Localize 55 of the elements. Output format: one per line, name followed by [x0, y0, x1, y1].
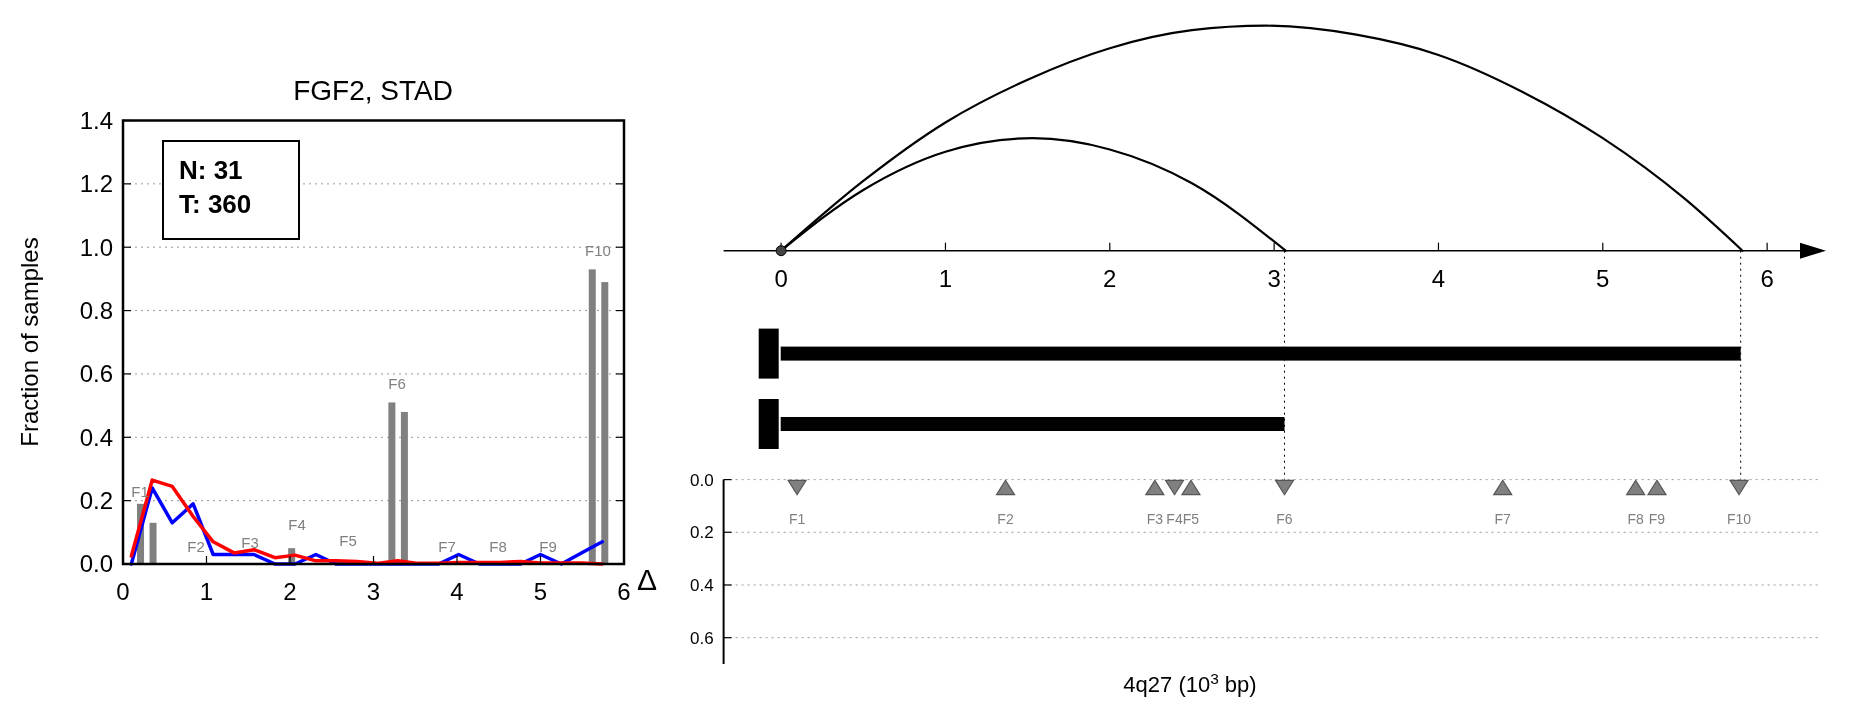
- x-axis-title: 4q27 (10$^{3}$ bp): [1123, 669, 1257, 697]
- annotation: F7: [438, 538, 456, 555]
- x-tick-label: 5: [1596, 264, 1610, 292]
- y-tick-label: 1.4: [79, 106, 113, 134]
- x-tick-label: 4: [1431, 264, 1446, 292]
- annotation: F3: [241, 534, 259, 551]
- y-tick-label: 0.8: [79, 296, 113, 324]
- annotation: F8: [489, 538, 507, 555]
- annotation: F8: [1627, 510, 1645, 527]
- annotation: F9: [539, 538, 557, 555]
- annotation: N: 31: [179, 155, 243, 185]
- annotation: F4: [1166, 510, 1183, 527]
- x-tick-label: 6: [1760, 264, 1774, 292]
- y-tick-label: 0.6: [689, 628, 714, 648]
- annotation: F4: [288, 516, 306, 533]
- x-tick-label: 2: [1103, 264, 1117, 292]
- chart-title: FGF2, STAD: [293, 75, 453, 106]
- annotation: F6: [1276, 510, 1293, 527]
- annotation: T: 360: [179, 189, 252, 219]
- annotation: F3: [1146, 510, 1164, 527]
- bar: [601, 282, 609, 564]
- y-tick-label: 1.2: [79, 170, 113, 198]
- y-tick-label: 0.4: [79, 423, 113, 451]
- annotation: F9: [1648, 510, 1666, 527]
- x-tick-label: 5: [533, 578, 548, 605]
- x-tick-label: 0: [774, 264, 788, 292]
- x-tick-label: 6: [617, 578, 631, 605]
- y-tick-label: 0.6: [79, 360, 113, 388]
- y-tick-label: 0.0: [79, 550, 113, 578]
- annotation: F7: [1494, 510, 1512, 527]
- bar: [588, 269, 596, 564]
- y-tick-label: 1.0: [79, 233, 113, 261]
- x-tick-label: 1: [938, 264, 953, 292]
- y-tick-label: 0.4: [689, 575, 714, 595]
- annotation: F2: [187, 538, 205, 555]
- y-tick-label: 0.0: [689, 470, 714, 490]
- bar: [149, 522, 157, 564]
- annotation: F6: [388, 375, 406, 392]
- x-tick-label: 3: [366, 578, 381, 605]
- x-tick-label: 4: [450, 578, 464, 605]
- annotation: F2: [997, 510, 1014, 527]
- annotation: F1: [788, 510, 806, 527]
- x-tick-label: 2: [283, 578, 297, 605]
- annotation: F5: [339, 532, 357, 549]
- x-tick-label: 1: [199, 578, 214, 605]
- y-tick-label: 0.2: [79, 487, 113, 515]
- annotation: F10: [1726, 510, 1752, 527]
- annotation: F10: [585, 242, 611, 259]
- y-axis-title: Δ: [636, 563, 658, 596]
- x-tick-label: 3: [1267, 264, 1281, 292]
- annotation: F5: [1182, 510, 1200, 527]
- y-axis-title: Fraction of samples: [16, 237, 43, 447]
- annotation: F1: [131, 483, 149, 500]
- x-tick-label: 0: [116, 578, 130, 605]
- y-tick-label: 0.2: [689, 523, 714, 543]
